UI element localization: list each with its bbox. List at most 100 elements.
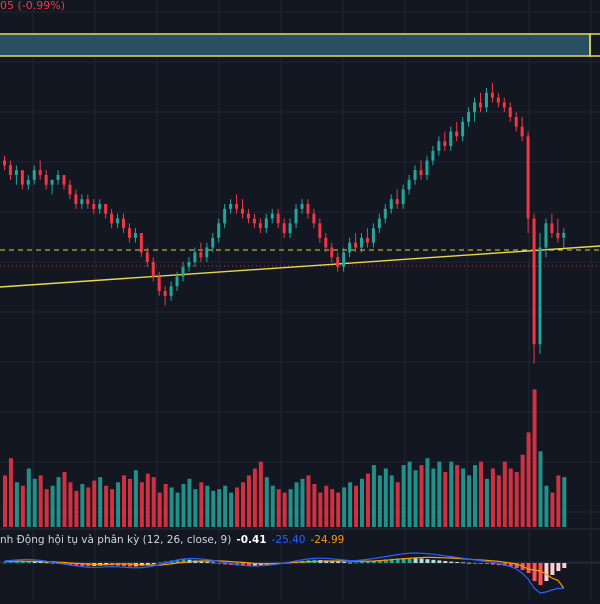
candle-body <box>169 286 173 296</box>
candle-body <box>360 237 363 248</box>
zone-rectangle <box>0 33 591 57</box>
volume-bar <box>163 484 168 527</box>
volume-bar <box>461 468 466 527</box>
volume-bar <box>217 489 222 527</box>
macd-histogram-bar <box>348 562 353 564</box>
macd-histogram-bar <box>437 560 442 563</box>
macd-histogram-bar <box>157 562 162 564</box>
candle-body <box>520 126 524 137</box>
candle-body <box>389 199 393 209</box>
candle-body <box>187 262 191 267</box>
macd-histogram-bar <box>199 561 204 563</box>
macd-histogram-bar <box>389 558 394 563</box>
volume-bar <box>110 489 115 527</box>
volume-bar <box>199 482 204 527</box>
volume-bar <box>449 461 454 527</box>
volume-bar <box>467 475 472 527</box>
candle-body <box>502 102 506 108</box>
volume-bar <box>241 482 245 527</box>
candle-body <box>133 233 137 238</box>
volume-bar <box>80 484 85 527</box>
macd-histogram-bar <box>8 562 13 563</box>
candle-body <box>151 262 155 277</box>
volume-bar <box>383 468 388 527</box>
candle-body <box>544 223 548 248</box>
macd-indicator-name: nh Động hội tụ và phân kỳ (12, 26, close… <box>0 534 232 546</box>
macd-histogram-value: -0.41 <box>236 534 267 546</box>
candle-body <box>330 247 334 258</box>
candle-body <box>318 223 322 238</box>
macd-histogram-bar <box>20 561 25 563</box>
volume-bar <box>175 492 180 527</box>
candle-body <box>223 208 227 224</box>
candle-body <box>80 199 84 204</box>
candle-body <box>467 112 471 122</box>
macd-histogram-bar <box>252 563 257 566</box>
volume-bar <box>544 485 549 527</box>
volume-bar <box>157 492 162 527</box>
candle-body <box>68 184 72 195</box>
volume-bar <box>187 478 192 527</box>
candle-body <box>258 223 262 229</box>
volume-bar <box>229 492 234 527</box>
volume-bar <box>443 471 448 527</box>
macd-histogram-bar <box>336 561 341 563</box>
volume-bar <box>395 482 400 527</box>
macd-line-value: -25.40 <box>271 534 306 546</box>
macd-histogram-bar <box>74 563 79 566</box>
volume-bar <box>264 477 269 527</box>
candle-body <box>413 170 417 180</box>
volume-bar <box>377 475 382 527</box>
volume-bar <box>8 458 13 527</box>
candle-body <box>175 276 179 287</box>
candle-body <box>461 121 465 137</box>
candle-body <box>282 223 286 233</box>
macd-histogram-bar <box>68 563 73 565</box>
volume-bar <box>235 487 240 527</box>
volume-bar <box>62 471 67 527</box>
candle-body <box>235 204 239 209</box>
candle-body <box>199 252 203 258</box>
macd-histogram-bar <box>502 563 507 566</box>
candle-body <box>514 117 518 127</box>
volume-bar <box>193 489 198 527</box>
volume-bar <box>104 485 109 527</box>
macd-histogram-bar <box>467 562 472 564</box>
candle-body <box>139 233 143 253</box>
candle-body <box>26 179 30 185</box>
volume-bar <box>181 484 186 527</box>
volume-bar <box>389 475 394 527</box>
candle-body <box>425 160 429 175</box>
candle-body <box>270 213 274 219</box>
candle-body <box>312 213 316 224</box>
macd-legend[interactable]: nh Động hội tụ và phân kỳ (12, 26, close… <box>0 534 344 546</box>
volume-bar <box>133 470 138 527</box>
candle-body <box>92 204 96 209</box>
macd-histogram-bar <box>127 563 132 567</box>
macd-histogram-bar <box>443 561 448 563</box>
candle-body <box>211 237 215 248</box>
candle-body <box>443 141 447 146</box>
candle-body <box>342 252 346 267</box>
candle-body <box>449 131 453 146</box>
candle-body <box>252 218 256 224</box>
volume-bar <box>3 475 7 527</box>
macd-histogram-bar <box>324 560 329 563</box>
macd-histogram-bar <box>449 561 454 563</box>
macd-histogram-bar <box>360 561 364 563</box>
macd-histogram-bar <box>401 558 406 563</box>
macd-histogram-bar <box>383 559 388 563</box>
macd-histogram-bar <box>330 560 335 563</box>
macd-histogram-bar <box>544 563 549 581</box>
candle-body <box>336 257 340 267</box>
volume-bar <box>98 477 103 527</box>
volume-bar <box>371 465 376 527</box>
candle-body <box>44 175 48 185</box>
candle-body <box>300 204 304 209</box>
volume-bar <box>431 468 436 527</box>
candle-body <box>8 165 12 175</box>
volume-bar <box>169 487 174 527</box>
volume-bar <box>145 473 150 527</box>
